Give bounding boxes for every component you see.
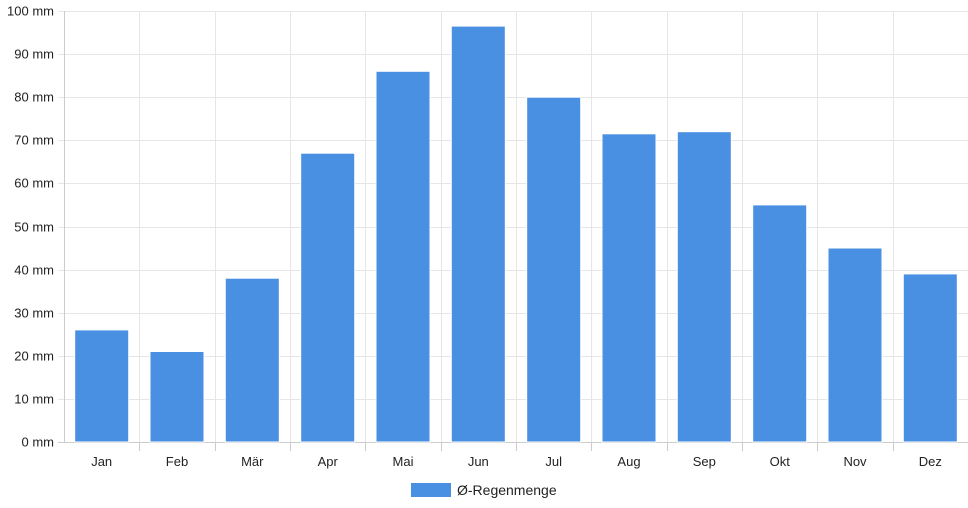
- bar-nov[interactable]: [827, 247, 883, 443]
- bar-apr[interactable]: [300, 152, 356, 443]
- legend-label[interactable]: Ø-Regenmenge: [457, 482, 557, 498]
- x-tick-label: Okt: [770, 454, 791, 469]
- bar-jul[interactable]: [526, 96, 582, 443]
- x-tick-label: Dez: [919, 454, 942, 469]
- bar-mai[interactable]: [375, 70, 431, 443]
- grid-lines: [58, 11, 968, 451]
- y-tick-label: 40 mm: [14, 263, 54, 278]
- bars: [74, 25, 958, 443]
- x-tick-label: Jan: [91, 454, 112, 469]
- y-tick-label: 20 mm: [14, 349, 54, 364]
- x-tick-label: Feb: [166, 454, 188, 469]
- y-tick-label: 80 mm: [14, 90, 54, 105]
- x-tick-label: Jul: [545, 454, 562, 469]
- y-tick-label: 0 mm: [22, 435, 55, 450]
- x-tick-label: Nov: [843, 454, 867, 469]
- y-axis-ticks: 0 mm 10 mm 20 mm 30 mm 40 mm 50 mm 60 mm 70 mm 8…: [7, 4, 54, 450]
- legend-swatch[interactable]: [411, 483, 451, 497]
- y-tick-label: 30 mm: [14, 306, 54, 321]
- y-tick-label: 90 mm: [14, 47, 54, 62]
- x-tick-label: Sep: [693, 454, 716, 469]
- bar-feb[interactable]: [149, 351, 205, 443]
- bar-okt[interactable]: [752, 204, 808, 443]
- x-tick-label: Jun: [468, 454, 489, 469]
- bar-mär[interactable]: [224, 277, 280, 443]
- axes: [64, 11, 894, 451]
- x-tick-label: Apr: [318, 454, 339, 469]
- y-tick-label: 70 mm: [14, 133, 54, 148]
- x-tick-label: Aug: [617, 454, 640, 469]
- y-tick-label: 100 mm: [7, 4, 54, 19]
- x-tick-label: Mai: [393, 454, 414, 469]
- x-axis-ticks: Jan Feb Mär Apr Mai Jun Jul Aug Sep Okt Nov Dez: [91, 454, 942, 469]
- bar-jun[interactable]: [450, 25, 506, 443]
- y-tick-label: 10 mm: [14, 392, 54, 407]
- y-tick-label: 60 mm: [14, 176, 54, 191]
- bar-aug[interactable]: [601, 133, 657, 443]
- bar-dez[interactable]: [902, 273, 958, 443]
- y-tick-label: 50 mm: [14, 220, 54, 235]
- legend[interactable]: Ø-Regenmenge: [411, 482, 557, 498]
- bar-jan[interactable]: [74, 329, 130, 443]
- x-tick-label: Mär: [241, 454, 264, 469]
- bar-sep[interactable]: [676, 131, 732, 443]
